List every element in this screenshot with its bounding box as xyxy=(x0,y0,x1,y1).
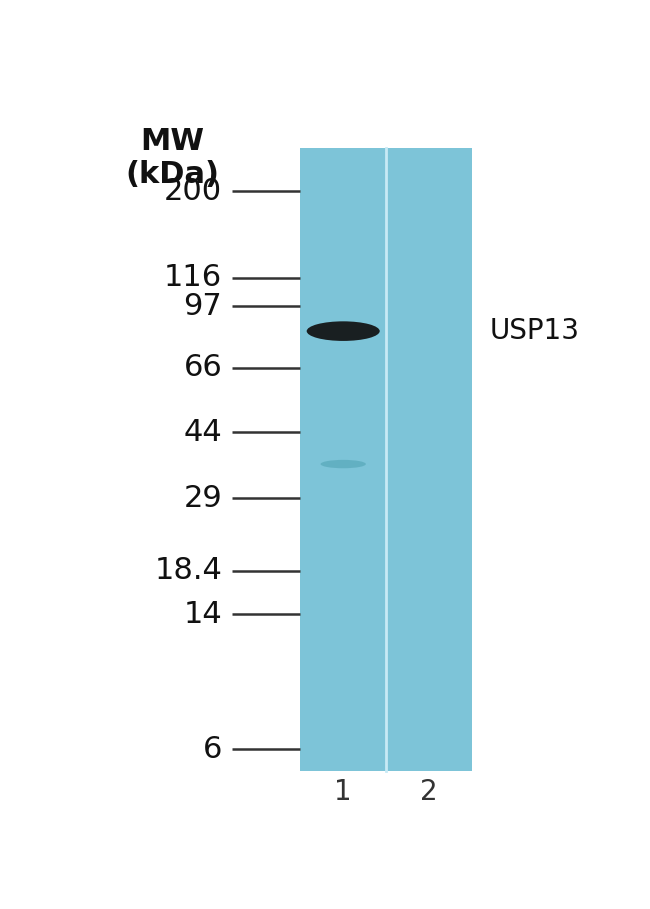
Text: (kDa): (kDa) xyxy=(125,160,219,189)
Text: 18.4: 18.4 xyxy=(155,556,222,585)
Text: USP13: USP13 xyxy=(489,317,579,345)
Ellipse shape xyxy=(320,460,366,468)
Text: 66: 66 xyxy=(183,353,222,382)
Ellipse shape xyxy=(307,322,380,341)
Text: 2: 2 xyxy=(420,777,437,805)
Text: 44: 44 xyxy=(183,417,222,446)
Text: 14: 14 xyxy=(183,600,222,629)
Text: 200: 200 xyxy=(164,176,222,205)
Text: MW: MW xyxy=(140,126,204,155)
Text: 29: 29 xyxy=(183,484,222,513)
Text: 1: 1 xyxy=(334,777,352,805)
Text: 6: 6 xyxy=(203,734,222,764)
Text: 116: 116 xyxy=(164,264,222,293)
Bar xyxy=(300,147,472,771)
Text: 97: 97 xyxy=(183,292,222,321)
